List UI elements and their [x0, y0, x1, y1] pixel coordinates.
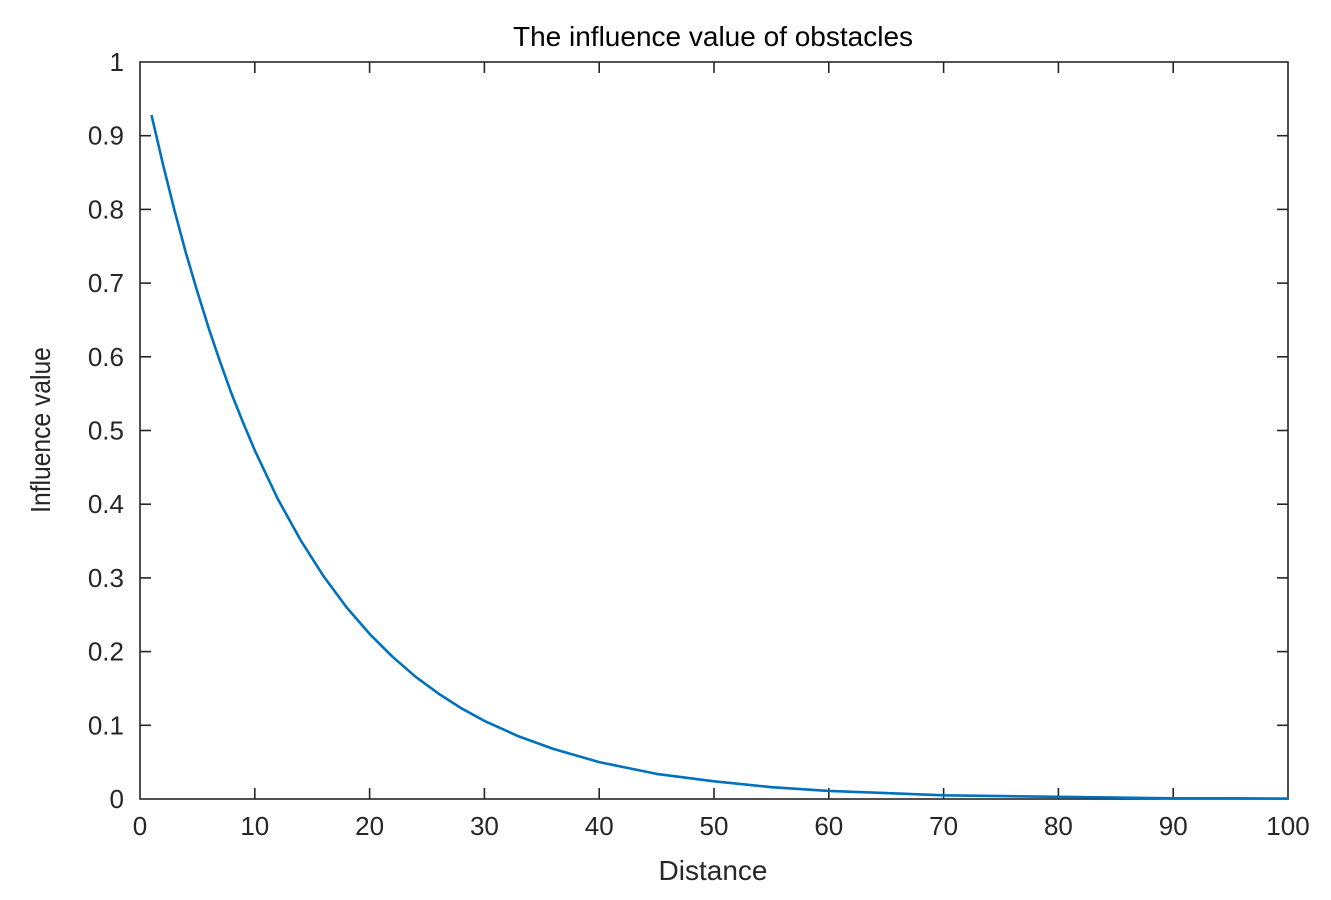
y-axis-label: Influence value: [25, 347, 57, 513]
chart-title: The influence value of obstacles: [513, 21, 913, 52]
y-tick-label: 0.4: [88, 489, 124, 519]
y-axis: 0 0.1 0.2 0.3 0.4 0.5 0.6 0.7 0.8 0.9 1: [88, 47, 1288, 814]
y-tick-label: 0.3: [88, 563, 124, 593]
x-tick-label: 20: [355, 811, 384, 841]
x-tick-label: 60: [814, 811, 843, 841]
x-tick-label: 10: [240, 811, 269, 841]
x-axis: 0 10 20 30 40 50 60 70 80 90 100: [133, 62, 1310, 841]
y-tick-label: 1: [110, 47, 124, 77]
x-tick-label: 40: [585, 811, 614, 841]
y-tick-label: 0.1: [88, 710, 124, 740]
y-tick-label: 0.5: [88, 416, 124, 446]
y-tick-label: 0.7: [88, 268, 124, 298]
plot-area: [139, 61, 1289, 800]
y-tick-label: 0.2: [88, 637, 124, 667]
x-tick-label: 90: [1159, 811, 1188, 841]
y-tick-label: 0.8: [88, 194, 124, 224]
x-tick-label: 100: [1266, 811, 1309, 841]
x-tick-label: 70: [929, 811, 958, 841]
series-layer: [150, 114, 1289, 800]
x-tick-label: 0: [133, 811, 147, 841]
axes-box: [139, 61, 1289, 800]
y-tick-label: 0: [110, 784, 124, 814]
x-tick-label: 80: [1044, 811, 1073, 841]
y-tick-label: 0.9: [88, 121, 124, 151]
x-tick-label: 50: [700, 811, 729, 841]
x-tick-label: 30: [470, 811, 499, 841]
x-axis-label: Distance: [659, 855, 768, 886]
series-line-0: [150, 114, 1289, 800]
y-tick-label: 0.6: [88, 342, 124, 372]
